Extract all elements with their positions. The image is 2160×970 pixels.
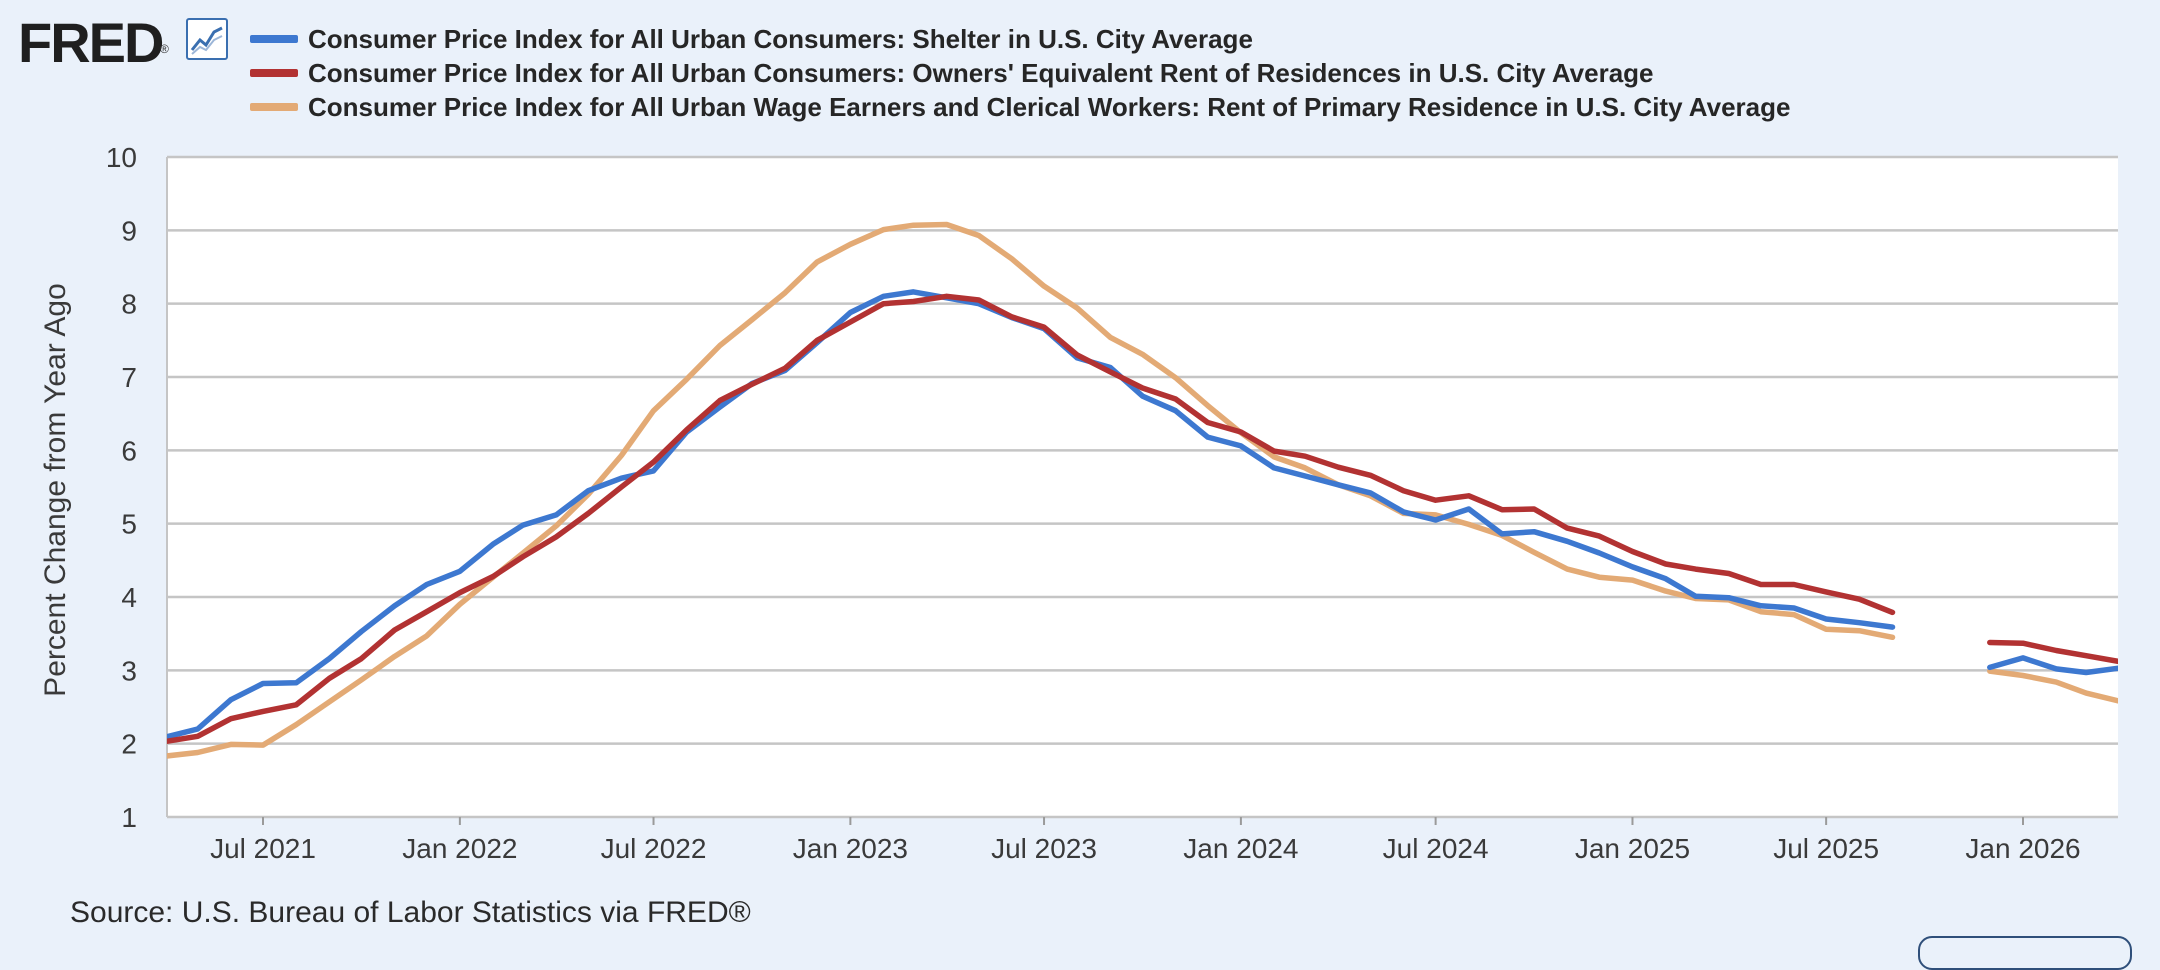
y-axis-label: Percent Change from Year Ago <box>39 283 72 697</box>
graph-header: FRED ® Consumer Price Index for All Urba… <box>0 0 2160 140</box>
y-tick-label: 10 <box>106 142 137 173</box>
series-line <box>167 221 2118 759</box>
chart-legend: Consumer Price Index for All Urban Consu… <box>250 22 1790 124</box>
y-tick-label: 1 <box>121 802 137 833</box>
line-chart-icon[interactable] <box>186 18 228 60</box>
x-tick-label: Jul 2024 <box>1383 833 1489 864</box>
x-tick-label: Jan 2022 <box>402 833 517 864</box>
x-tick-label: Jul 2023 <box>991 833 1097 864</box>
y-tick-label: 7 <box>121 362 137 393</box>
y-tick-label: 8 <box>121 289 137 320</box>
series-line <box>167 293 2118 745</box>
x-tick-label: Jul 2022 <box>601 833 707 864</box>
line-chart[interactable]: 1 2 3 4 5 6 7 8 9 10 Jul 2021 Jan 2022 Jul 2022 Jan 2… <box>0 0 2160 946</box>
legend-item-shelter[interactable]: Consumer Price Index for All Urban Consu… <box>250 22 1790 56</box>
y-tick-label: 6 <box>121 435 137 466</box>
y-tick-label: 3 <box>121 655 137 686</box>
legend-label: Consumer Price Index for All Urban Consu… <box>308 23 1253 54</box>
x-tick-label: Jul 2025 <box>1773 833 1879 864</box>
x-tick-label: Jan 2026 <box>1965 833 2080 864</box>
y-tick-label: 2 <box>121 729 137 760</box>
legend-swatch <box>250 35 298 43</box>
y-tick-label: 5 <box>121 509 137 540</box>
legend-item-rent[interactable]: Consumer Price Index for All Urban Wage … <box>250 90 1790 124</box>
source-note: Source: U.S. Bureau of Labor Statistics … <box>70 896 751 929</box>
legend-item-oer[interactable]: Consumer Price Index for All Urban Consu… <box>250 56 1790 90</box>
logo-registered-mark: ® <box>160 42 169 56</box>
x-tick-label: Jan 2023 <box>793 833 908 864</box>
x-tick-label: Jan 2025 <box>1575 833 1690 864</box>
legend-swatch <box>250 103 298 111</box>
y-tick-label: 4 <box>121 582 137 613</box>
x-tick-label: Jul 2021 <box>210 833 316 864</box>
legend-label: Consumer Price Index for All Urban Consu… <box>308 57 1654 88</box>
plot-area <box>167 157 2118 817</box>
corner-button[interactable] <box>1918 936 2132 970</box>
legend-swatch <box>250 69 298 77</box>
x-tick-label: Jan 2024 <box>1183 833 1298 864</box>
y-tick-label: 9 <box>121 215 137 246</box>
fred-logo[interactable]: FRED <box>18 11 164 74</box>
legend-label: Consumer Price Index for All Urban Wage … <box>308 91 1791 122</box>
